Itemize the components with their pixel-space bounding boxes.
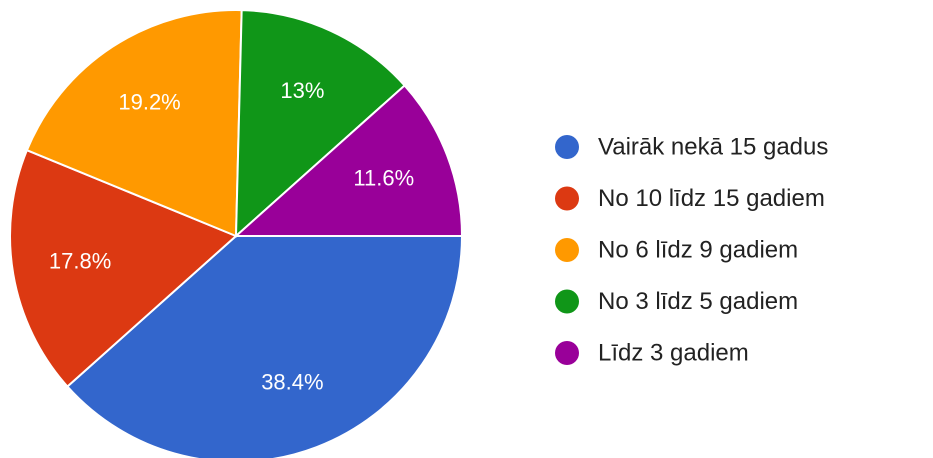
legend-label: Vairāk nekā 15 gadus (598, 133, 828, 160)
legend-label: No 6 līdz 9 gadiem (598, 236, 798, 263)
slice-label: 11.6% (353, 165, 414, 190)
legend-label: No 3 līdz 5 gadiem (598, 288, 798, 315)
pie-slice (234, 9, 406, 239)
legend-label: No 10 līdz 15 gadiem (598, 185, 825, 212)
pie-slice (66, 235, 464, 458)
legend-marker (555, 341, 579, 365)
legend-marker (555, 238, 579, 262)
legend-label: Līdz 3 gadiem (598, 339, 749, 366)
slice-label: 38.4% (261, 370, 323, 395)
legend-marker (555, 289, 579, 314)
slice-label: 17.8% (49, 249, 111, 274)
pie-slice (233, 84, 464, 237)
legend-marker (555, 186, 579, 211)
slice-label: 13% (280, 78, 324, 103)
pie-slice (25, 9, 243, 238)
slice-label: 19.2% (118, 89, 180, 114)
legend-marker (555, 135, 579, 159)
pie-slice (9, 148, 238, 388)
